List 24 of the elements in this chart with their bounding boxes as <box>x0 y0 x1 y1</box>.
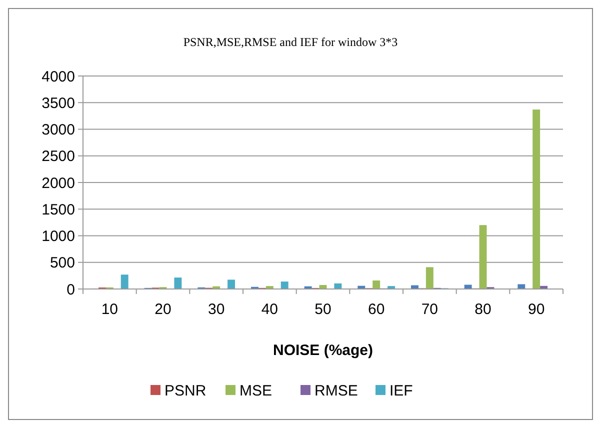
x-tick-label: 90 <box>528 301 545 318</box>
x-tick-label: 70 <box>421 301 438 318</box>
x-tick-label: 20 <box>154 301 172 318</box>
y-tick-label: 3500 <box>42 94 75 112</box>
y-tick-label: 4000 <box>42 68 75 86</box>
y-tick-label: 3000 <box>42 122 75 138</box>
legend-label: RMSE <box>314 382 358 400</box>
x-axis-title: NOISE (%age) <box>272 342 374 359</box>
y-tick-label: 0 <box>66 281 75 298</box>
y-tick-label: 500 <box>50 254 75 272</box>
x-tick-label: 10 <box>101 301 118 318</box>
legend-label: PSNR <box>164 382 206 400</box>
x-tick-label: 40 <box>261 301 278 318</box>
y-tick-label: 1000 <box>42 228 75 245</box>
y-tick-label: 2000 <box>42 174 75 192</box>
x-tick-label: 60 <box>368 301 385 318</box>
y-tick-label: 2500 <box>42 148 75 166</box>
legend-label: IEF <box>390 382 413 400</box>
x-tick-label: 50 <box>314 301 332 318</box>
x-tick-label: 30 <box>208 301 225 318</box>
legend-label: MSE <box>240 382 272 400</box>
y-tick-label: 1500 <box>42 201 75 218</box>
x-tick-label: 80 <box>474 301 492 318</box>
chart-title: PSNR,MSE,RMSE and IEF for window 3*3 <box>183 35 398 49</box>
